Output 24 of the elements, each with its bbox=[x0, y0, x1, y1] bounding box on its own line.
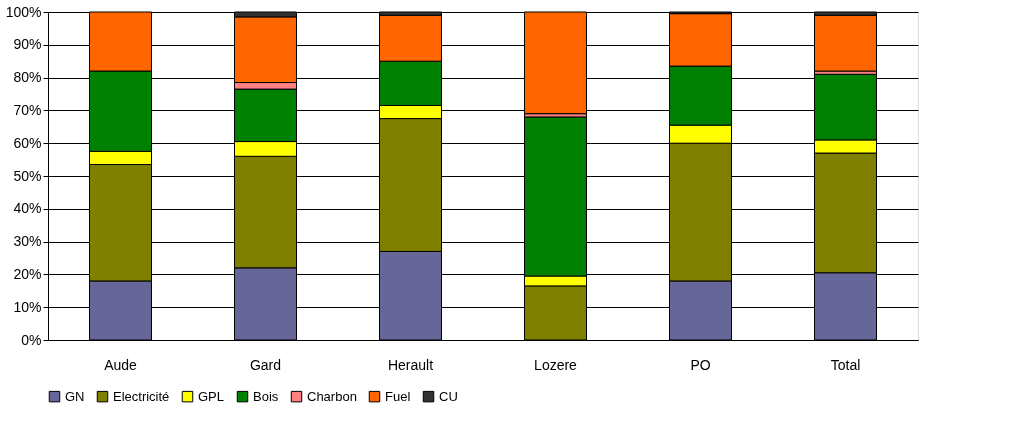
legend-label: Charbon bbox=[307, 388, 357, 404]
y-tick-label: 0% bbox=[21, 331, 42, 348]
y-tick-label: 100% bbox=[5, 3, 42, 20]
legend-label: GPL bbox=[198, 388, 225, 404]
x-tick-label: Gard bbox=[249, 356, 282, 373]
y-tick-label: 90% bbox=[13, 36, 42, 53]
y-tick-label: 60% bbox=[13, 134, 42, 151]
y-tick-label: 20% bbox=[13, 265, 42, 282]
x-tick-label: Herault bbox=[387, 356, 434, 373]
y-tick-label: 30% bbox=[13, 233, 42, 250]
x-tick-label: Aude bbox=[104, 356, 138, 373]
y-tick-label: 50% bbox=[13, 167, 42, 184]
legend-label: Bois bbox=[253, 388, 279, 404]
x-tick-label: Lozere bbox=[534, 356, 578, 373]
legend-label: GN bbox=[65, 388, 85, 404]
x-tick-label: Total bbox=[830, 356, 861, 373]
y-tick-label: 70% bbox=[13, 101, 42, 118]
x-tick-label: PO bbox=[690, 356, 711, 373]
y-tick-label: 10% bbox=[13, 298, 42, 315]
y-tick-label: 80% bbox=[13, 69, 42, 86]
legend-label: CU bbox=[439, 388, 458, 404]
legend-label: Electricité bbox=[113, 388, 170, 404]
y-tick-label: 40% bbox=[13, 200, 42, 217]
legend-label: Fuel bbox=[385, 388, 411, 404]
